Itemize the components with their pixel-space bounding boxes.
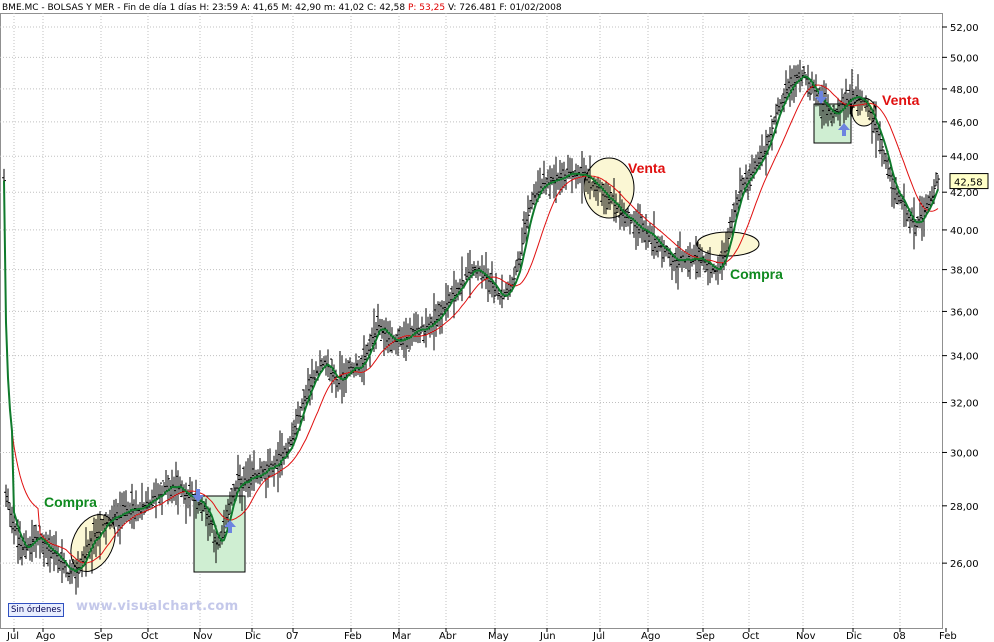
y-tick-label: 32,00 (950, 399, 979, 410)
arrow-down-icon (815, 91, 827, 104)
x-tick-label: Sep (696, 631, 715, 642)
x-tick-label: Dic (245, 631, 261, 642)
x-tick-label: Sep (94, 631, 113, 642)
x-tick-label: Jun (539, 631, 556, 642)
x-tick-label: 08 (893, 631, 906, 642)
high-value: M: 42,90 (281, 3, 321, 13)
sell-label: Venta (628, 160, 666, 176)
slow-moving-average-line (3, 84, 939, 564)
x-tick-label: Abr (439, 631, 457, 642)
x-tick-label: Jul (592, 631, 605, 642)
y-tick-label: 38,00 (950, 266, 979, 277)
symbol: BME.MC (2, 3, 39, 13)
y-tick-label: 34,00 (950, 352, 979, 363)
x-tick-label: Ago (36, 631, 55, 642)
x-tick-label: Nov (796, 631, 816, 642)
x-tick-label: Oct (141, 631, 158, 642)
watermark: www.visualchart.com (76, 599, 239, 614)
x-tick-label: Oct (742, 631, 759, 642)
x-tick-label: Mar (392, 631, 412, 642)
y-tick-label: 52,00 (950, 23, 979, 34)
y-tick-label: 44,00 (950, 152, 979, 163)
x-tick-label: Nov (193, 631, 213, 642)
y-tick-label: 30,00 (950, 448, 979, 459)
plot-area (0, 13, 943, 629)
p-value: P: 53,25 (407, 3, 446, 13)
orders-button[interactable]: Sin órdenes (8, 603, 65, 617)
last-price-box (949, 173, 989, 190)
arrow-down-icon (192, 489, 204, 502)
x-tick-label: 07 (286, 631, 299, 642)
y-tick-label: 48,00 (950, 85, 979, 96)
instrument-name: BOLSAS Y MER (47, 3, 115, 13)
last-price-label: 42,58 (954, 178, 983, 189)
date-value: F: 01/02/2008 (499, 3, 562, 13)
x-tick-label: May (488, 631, 509, 642)
x-tick-label: Ago (641, 631, 660, 642)
x-tick-label: Dic (846, 631, 862, 642)
sell-label: Venta (882, 92, 920, 108)
buy-label: Compra (44, 494, 97, 510)
buy-label: Compra (730, 266, 783, 282)
x-tick-label: Feb (344, 631, 362, 642)
fast-moving-average-line (3, 75, 939, 573)
y-tick-label: 46,00 (950, 118, 979, 129)
low-value: m: 41,02 (323, 3, 365, 13)
x-tick-label: Jul (6, 631, 19, 642)
y-tick-label: 50,00 (950, 53, 979, 64)
period: Fin de día 1 días (123, 3, 197, 13)
volume-value: V: 726.481 (447, 3, 497, 13)
open-value: A: 41,65 (240, 3, 279, 13)
y-tick-label: 28,00 (950, 502, 979, 513)
hour: H: 23:59 (199, 3, 239, 13)
arrow-up-icon (224, 520, 236, 533)
y-tick-label: 36,00 (950, 307, 979, 318)
arrow-up-icon (838, 123, 850, 136)
y-tick-label: 26,00 (950, 559, 979, 570)
x-tick-label: Feb (939, 631, 957, 642)
close-value: C: 42,58 (367, 3, 406, 13)
y-tick-label: 40,00 (950, 226, 979, 237)
chart-header: BME.MC - BOLSAS Y MER - Fin de día 1 día… (2, 3, 562, 13)
y-tick-label: 42,00 (950, 188, 979, 199)
